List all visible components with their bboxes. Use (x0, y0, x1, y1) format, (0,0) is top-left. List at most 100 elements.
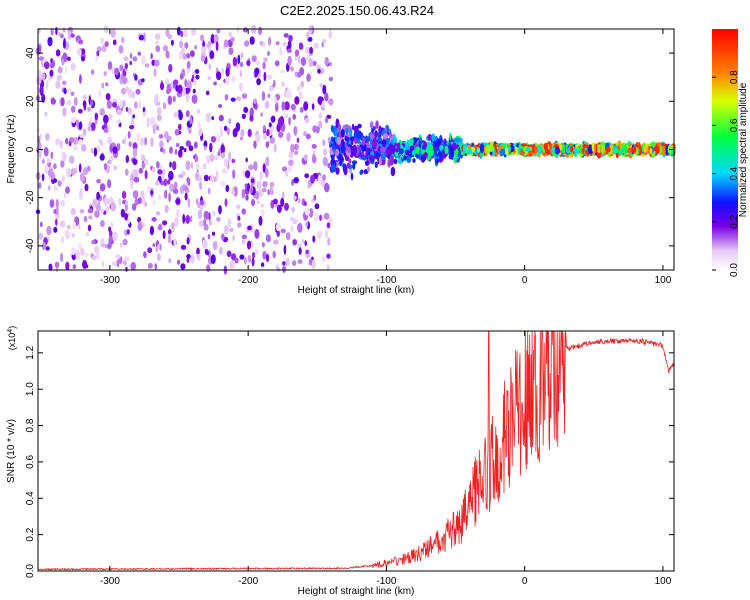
spectrogram-cell (301, 239, 305, 244)
spectrogram-cell (201, 46, 207, 53)
spectrogram-cell (210, 254, 216, 264)
spectrogram-cell (423, 141, 427, 149)
spectrogram-cell (369, 155, 375, 162)
spectrogram-cell (119, 242, 123, 248)
spectrogram-cell (377, 131, 382, 140)
spectrogram-cell (520, 148, 523, 154)
spectrogram-cell (152, 200, 156, 206)
spectrogram-cell (582, 144, 588, 149)
spectrogram-cell (297, 197, 301, 204)
x-tick-label: 0 (522, 576, 528, 587)
spectrogram-cell (298, 247, 302, 255)
spectrogram-cell (123, 136, 127, 146)
spectrogram-cell (348, 158, 352, 164)
spectrogram-cell (93, 147, 98, 157)
spectrogram-cell (207, 233, 211, 240)
spectrogram-cell (50, 28, 54, 36)
spectrogram-cell (85, 232, 90, 237)
spectrogram-cell (230, 97, 236, 102)
spectrogram-cell (262, 163, 266, 173)
spectrogram-cell (131, 116, 134, 126)
spectrogram-cell (287, 40, 292, 50)
spectrogram-cell (66, 56, 71, 61)
spectrogram-cell (335, 167, 340, 175)
spectrogram-cell (642, 144, 648, 153)
spectrogram-cell (406, 142, 411, 150)
spectrogram-cell (292, 114, 297, 120)
spectrogram-cell (120, 36, 125, 44)
spectrogram-cell (158, 134, 164, 139)
spectrogram-cell (78, 39, 84, 45)
spectrogram-cell (312, 125, 317, 133)
spectrogram-cell (260, 203, 264, 208)
spectrogram-cell (287, 55, 292, 66)
snr-panel: -300 -200 -100 0 100 0.0 0.2 0.4 0.6 0.8 1.0 1.2 He… (6, 326, 675, 597)
spectrogram-cell (261, 187, 267, 193)
spectrogram-cell (274, 60, 280, 67)
spectrogram-cell (349, 136, 355, 142)
spectrogram-cell (154, 33, 161, 41)
spectrogram-cell (288, 34, 293, 42)
spectrogram-cell (245, 194, 249, 201)
spectrogram-cell (186, 80, 192, 91)
spectrogram-cell (273, 239, 279, 245)
spectrogram-cell (186, 237, 190, 245)
spectrogram-cell (167, 34, 172, 40)
spectrogram-cell (255, 134, 261, 143)
spectrogram-cell (195, 162, 200, 171)
spectrogram-cell (319, 83, 324, 88)
spectrogram-cell (268, 74, 272, 80)
spectrogram-cell (105, 198, 109, 205)
spectrogram-cell (100, 208, 105, 214)
spectrogram-cell (125, 200, 129, 206)
spectrogram-cell (155, 161, 160, 169)
spectrogram-cell (90, 69, 95, 75)
spectrogram-cell (103, 71, 107, 77)
spectrogram-cell (373, 136, 377, 144)
spectrogram-cell (103, 114, 109, 124)
spectrogram-cell (304, 111, 308, 117)
spectrogram-cell (105, 82, 109, 87)
spectrogram-cell (252, 251, 255, 259)
spectrogram-cell (62, 39, 66, 49)
spectrogram-cell (186, 177, 190, 184)
x-tick-label: 100 (655, 275, 672, 286)
spectrogram-cell (266, 129, 270, 137)
spectrogram-cell (137, 51, 141, 56)
spectrogram-cell (627, 147, 633, 154)
spectrogram-cell (593, 143, 596, 154)
spectrogram-cell (485, 145, 491, 154)
spectrogram-cell (284, 202, 289, 211)
spectrogram-cell (263, 71, 267, 82)
spectrogram-cell (87, 165, 91, 172)
spectrogram-cell (331, 143, 336, 151)
spectrogram-cell (217, 104, 223, 108)
spectrogram-cell (296, 137, 300, 143)
spectrogram-cell (197, 202, 201, 209)
spectrogram-cell (179, 146, 185, 151)
spectrogram-cell (369, 132, 374, 139)
spectrogram-cell (122, 100, 126, 108)
spectrogram-cell (209, 142, 213, 153)
spectrogram-cell (41, 173, 45, 182)
spectrogram-cell (284, 113, 289, 119)
spectrogram-cell (46, 157, 51, 164)
spectrogram-cell (182, 213, 186, 224)
spectrogram-cell (88, 121, 92, 128)
spectrogram-cell (99, 183, 106, 192)
spectrogram-cell (132, 56, 138, 62)
spectrogram-cell (277, 204, 282, 213)
spectrogram-cell (412, 158, 416, 163)
spectrogram-cell (248, 164, 254, 171)
spectrogram-cell (71, 232, 76, 238)
spectrogram-cell (79, 74, 82, 84)
spectrogram-cell (366, 166, 370, 172)
spectrogram-cell (150, 190, 154, 195)
spectrogram-cell (347, 146, 351, 153)
spectrogram-cell (351, 145, 357, 155)
spectrogram-cell (107, 242, 112, 250)
spectrogram-marks (35, 25, 676, 275)
spectrogram-cell (309, 46, 313, 54)
spectrogram-cell (304, 173, 310, 179)
spectrogram-cell (154, 59, 160, 67)
